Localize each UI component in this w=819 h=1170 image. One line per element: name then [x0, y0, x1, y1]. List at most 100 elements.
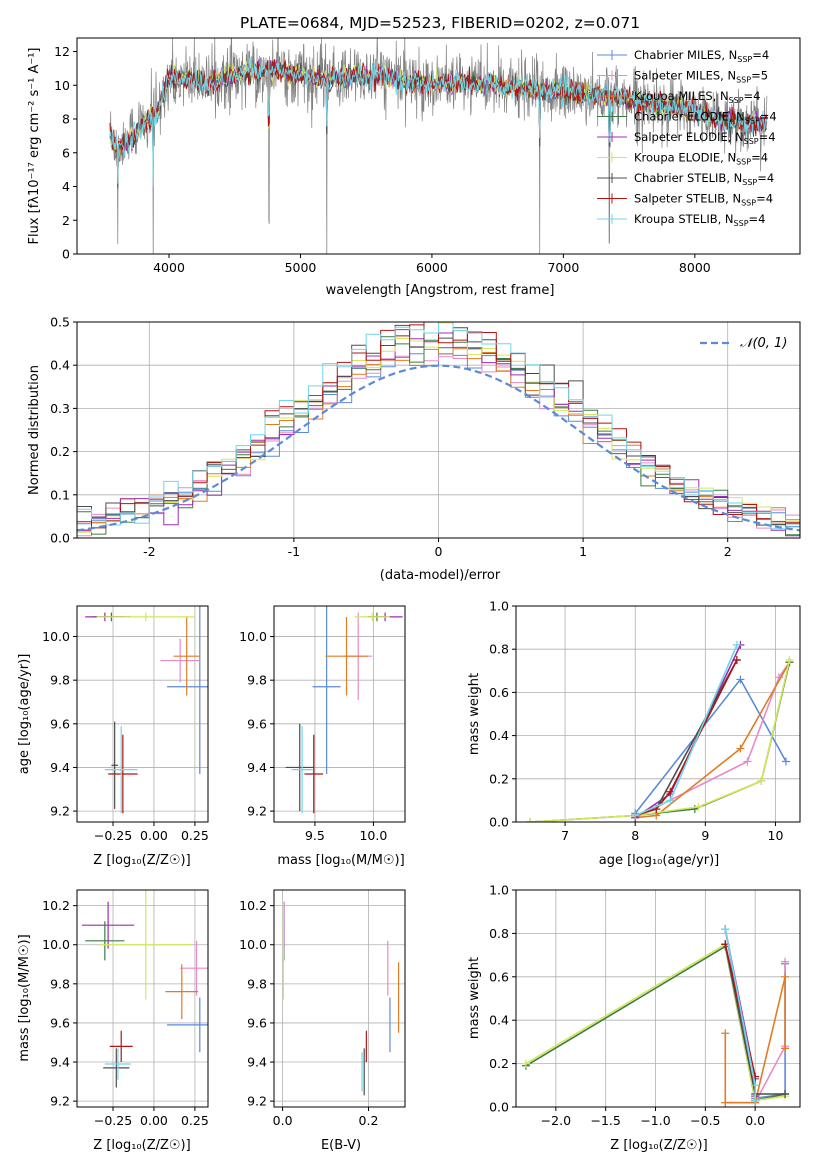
weight-vs-Z-ytick-label: 0.2 [489, 1056, 509, 1071]
residuals-xtick-label: -2 [143, 544, 155, 559]
age-vs-mass-xlabel: mass [log₁₀(M/M☉)] [277, 853, 404, 868]
legend-label: Kroupa MILES, NSSP=4 [634, 89, 760, 105]
weight-vs-Z-xtick-label: 0.0 [745, 1113, 765, 1128]
weight-vs-metallicity-panel: −2.0 −1.5 −1.0 −0.5 0.0 0.0 0.2 0.4 0.6 0.8 1.0 Z … [467, 883, 801, 1153]
weight-marker [751, 1081, 760, 1090]
weight-marker [631, 811, 640, 820]
spectrum-xtick-label: 4000 [153, 260, 185, 275]
weight-vs-Z-ytick-label: 0.4 [489, 1013, 509, 1028]
spectrum-ylabel: Flux [fλ10⁻¹⁷ erg cm⁻² s⁻¹ A⁻¹] [27, 48, 42, 245]
mass-vs-metallicity-ylabel: mass [log₁₀(M/M☉)] [17, 934, 32, 1061]
legend-item-chabrier-miles: Chabrier MILES, NSSP=4 [597, 48, 769, 64]
weight-marker [721, 1098, 730, 1107]
legend-label: Salpeter STELIB, NSSP=4 [634, 192, 773, 208]
errorbar-chabrier-stelib [111, 721, 118, 809]
mass-vs-Z-ytick-label: 9.4 [50, 1055, 70, 1070]
weight-vs-Z-xtick-label: −0.5 [690, 1113, 720, 1128]
mass-vs-EBV-xtick-label: 0.0 [273, 1113, 293, 1128]
spectrum-xtick-label: 6000 [416, 260, 448, 275]
age-vs-metallicity-xlabel: Z [log₁₀(Z/Z☉)] [93, 853, 190, 868]
errorbar-kroupa-stelib [291, 726, 313, 814]
mass-vs-extinction-axes-frame [273, 889, 406, 1108]
weight-marker [526, 818, 535, 822]
weight-vs-Z-ytick-label: 1.0 [489, 883, 509, 898]
age-vs-Z-xtick-label: 0.00 [140, 828, 168, 843]
age-vs-Z-ytick-label: 9.2 [50, 804, 70, 819]
weight-vs-age-ylabel: mass weight [467, 673, 482, 755]
weight-vs-age-axes-frame [515, 605, 801, 823]
legend-label: Chabrier ELODIE, NSSP=4 [634, 110, 777, 126]
weight-marker [666, 796, 675, 805]
weight-vs-Z-xtick-label: −1.5 [591, 1113, 621, 1128]
legend-item-chabrier-stelib: Chabrier STELIB, NSSP=4 [597, 171, 774, 187]
spectrum-xtick-label: 5000 [285, 260, 317, 275]
residuals-ytick-label: 0.4 [50, 358, 70, 373]
spectrum-xtick-label: 8000 [679, 260, 711, 275]
errorbar-kroupa-elodie [354, 612, 390, 622]
errorbar-chabrier-miles [167, 606, 208, 774]
normal-legend-label: 𝒩(0, 1) [740, 336, 787, 351]
legend-label: Salpeter MILES, NSSP=5 [634, 69, 768, 85]
weight-vs-age-xlabel: age [log₁₀(age/yr)] [599, 853, 720, 868]
mass-vs-EBV-ytick-label: 9.4 [247, 1055, 267, 1070]
mass-vs-Z-xtick-label: −0.25 [94, 1113, 132, 1128]
weight-line [634, 659, 738, 817]
histogram-salpeter-miles [77, 347, 800, 537]
weight-line [634, 661, 791, 819]
mass-vs-metallicity-xlabel: Z [log₁₀(Z/Z☉)] [93, 1138, 190, 1153]
age-vs-metallicity-axes-frame [76, 605, 209, 823]
residuals-xtick-label: -1 [288, 544, 300, 559]
spectrum-xlabel: wavelength [Angstrom, rest frame] [326, 283, 555, 298]
age-vs-mass-xtick-label: 9.5 [305, 828, 325, 843]
age-vs-Z-ytick-label: 9.6 [50, 716, 70, 731]
weight-vs-Z-ytick-label: 0.6 [489, 969, 509, 984]
legend-item-kroupa-elodie: Kroupa ELODIE, NSSP=4 [597, 151, 768, 167]
weight-marker [666, 787, 675, 796]
age-vs-Z-ytick-label: 9.8 [50, 673, 70, 688]
age-vs-Z-ytick-label: 10.0 [42, 629, 70, 644]
legend-item-chabrier-elodie: Chabrier ELODIE, NSSP=4 [597, 110, 777, 126]
weight-series-kroupa-stelib [721, 925, 760, 1105]
weight-marker [781, 972, 790, 981]
mass-vs-Z-xtick-label: 0.00 [140, 1113, 168, 1128]
legend-label: Chabrier MILES, NSSP=4 [634, 48, 769, 64]
weight-vs-metallicity-axes-frame [515, 889, 801, 1108]
weight-vs-Z-ytick-label: 0.8 [489, 926, 509, 941]
mass-vs-Z-ytick-label: 9.2 [50, 1094, 70, 1109]
age-vs-Z-xtick-label: −0.25 [94, 828, 132, 843]
age-vs-mass-xtick-label: 10.0 [359, 828, 387, 843]
residual-xlabel: (data-model)/error [380, 568, 501, 583]
errorbar-kroupa-stelib [104, 1048, 132, 1080]
errorbar-chabrier-elodie [85, 921, 125, 961]
age-vs-metallicity-panel: −0.25 0.00 0.25 9.2 9.4 9.6 9.8 10.0 Z [log₁₀(Z… [17, 605, 209, 868]
residuals-xtick-label: 0 [435, 544, 443, 559]
weight-vs-age-xtick-label: 8 [631, 828, 639, 843]
errorbar-salpeter-elodie [81, 901, 135, 949]
weight-vs-age-panel: 7 8 9 10 0.0 0.2 0.4 0.6 0.8 1.0 age [log₁₀(age/y… [467, 599, 801, 868]
spectrum-ytick-label: 12 [54, 44, 70, 59]
errorbar-chabrier-stelib [103, 1048, 130, 1088]
weight-marker [781, 957, 790, 966]
age-vs-mass-axes-frame [273, 605, 406, 823]
weight-vs-age-ytick-label: 0.6 [489, 685, 509, 700]
mass-vs-EBV-ytick-label: 10.0 [239, 937, 267, 952]
spectrum-xtick-label: 7000 [547, 260, 579, 275]
weight-vs-age-ytick-label: 0.2 [489, 771, 509, 786]
mass-vs-Z-ytick-label: 9.6 [50, 1015, 70, 1030]
age-vs-mass-ytick-label: 9.2 [247, 804, 267, 819]
spectrum-ytick-label: 10 [54, 78, 70, 93]
weight-marker [781, 757, 790, 766]
residuals-ytick-label: 0.0 [50, 531, 70, 546]
residuals-xtick-label: 2 [724, 544, 732, 559]
mass-vs-EBV-xtick-label: 0.2 [359, 1113, 379, 1128]
weight-marker [757, 776, 766, 785]
errorbar-chabrier-stelib [285, 723, 314, 812]
residual-legend: 𝒩(0, 1) [700, 336, 787, 351]
weight-vs-age-ytick-label: 0.0 [489, 815, 509, 830]
spectrum-panel: 4000 5000 6000 7000 8000 0 2 4 6 8 10 12 wavelength… [27, 37, 801, 298]
weight-vs-metallicity-ylabel: mass weight [467, 957, 482, 1039]
spectrum-axes-frame [76, 37, 801, 255]
weight-line [529, 659, 791, 822]
weight-vs-age-xtick-label: 10 [768, 828, 784, 843]
errorbar-kroupa-stelib [104, 726, 138, 814]
